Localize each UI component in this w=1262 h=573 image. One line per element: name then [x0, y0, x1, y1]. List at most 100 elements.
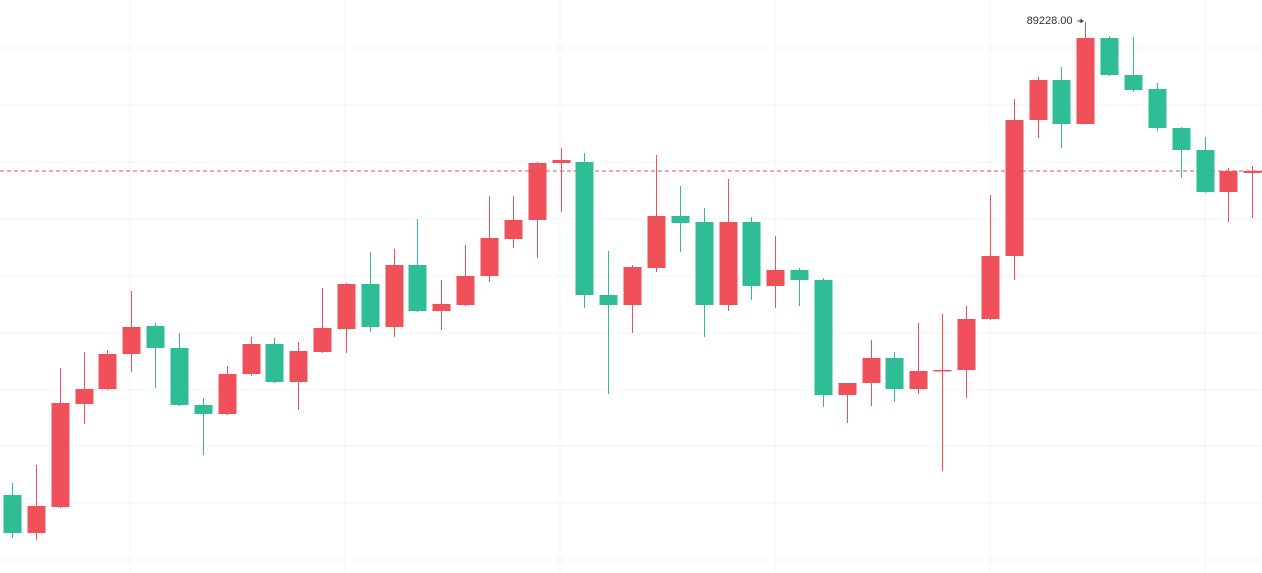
candle-body — [933, 370, 952, 372]
candle-body — [981, 256, 1000, 319]
high-label: 89228.00 — [1027, 15, 1073, 27]
candle — [981, 195, 1000, 320]
candle — [814, 278, 833, 407]
candle-body — [3, 495, 22, 533]
candle-body — [838, 383, 857, 395]
candle — [504, 196, 523, 248]
candle — [408, 219, 427, 312]
candle-body — [1243, 171, 1262, 173]
candle-body — [647, 216, 666, 268]
candle-body — [1196, 150, 1215, 192]
candle-body — [289, 351, 308, 382]
candle — [528, 162, 547, 258]
candle-body — [242, 344, 261, 374]
candle — [719, 179, 738, 311]
candle — [552, 148, 571, 212]
candle — [909, 323, 928, 394]
candle — [1148, 83, 1167, 131]
candle — [742, 217, 761, 300]
candle — [1172, 127, 1191, 178]
candle — [98, 350, 117, 390]
candle — [170, 333, 189, 406]
candle-body — [122, 327, 141, 354]
candle — [51, 368, 70, 508]
candle-body — [766, 270, 785, 286]
candle — [122, 291, 141, 372]
candle — [1005, 99, 1024, 280]
candle — [885, 352, 904, 402]
candle-body — [361, 284, 380, 327]
candle — [671, 186, 690, 252]
candle-body — [51, 403, 70, 507]
candle-body — [599, 295, 618, 305]
candle-body — [194, 405, 213, 414]
candle — [575, 153, 594, 308]
candle-body — [27, 506, 46, 533]
candle-body — [862, 358, 881, 383]
candle-body — [313, 328, 332, 352]
candle — [1029, 77, 1048, 138]
candle-body — [552, 160, 571, 163]
candle — [75, 352, 94, 424]
candle — [1076, 22, 1095, 124]
candle — [3, 483, 22, 538]
candle-body — [337, 284, 356, 329]
candle — [1100, 36, 1119, 76]
candle — [766, 236, 785, 308]
candle-body — [719, 222, 738, 305]
candle — [313, 288, 332, 353]
candle-body — [98, 354, 117, 389]
candle — [1124, 37, 1143, 92]
candle — [790, 268, 809, 306]
candle — [695, 208, 714, 337]
candle-body — [408, 265, 427, 311]
candle — [289, 342, 308, 410]
candle — [1052, 67, 1071, 148]
candle-body — [1172, 128, 1191, 150]
candle — [957, 306, 976, 398]
candle — [599, 251, 618, 394]
candle-body — [1124, 75, 1143, 90]
candle-body — [456, 276, 475, 305]
candle-body — [1052, 80, 1071, 124]
candle-body — [480, 238, 499, 276]
candle — [933, 314, 952, 471]
candle-body — [671, 216, 690, 223]
candle-body — [1219, 171, 1238, 192]
candle-body — [957, 319, 976, 370]
candle — [456, 245, 475, 306]
candle-body — [1100, 38, 1119, 75]
candle — [265, 338, 284, 383]
candle — [1243, 166, 1262, 218]
candle-body — [218, 374, 237, 414]
candle-body — [575, 162, 594, 295]
candle — [218, 366, 237, 415]
candle — [1196, 137, 1215, 193]
candle-body — [265, 344, 284, 382]
candle — [194, 398, 213, 455]
candle — [242, 337, 261, 376]
high-marker-arrow — [1080, 18, 1084, 24]
candle-body — [385, 265, 404, 327]
candle — [432, 280, 451, 330]
candle-body — [1029, 80, 1048, 120]
candle-body — [623, 267, 642, 305]
candle-body — [742, 222, 761, 286]
candle — [1219, 168, 1238, 222]
candle — [647, 155, 666, 272]
candle-body — [1076, 38, 1095, 124]
candle-body — [790, 270, 809, 280]
candle-body — [909, 371, 928, 389]
candle — [385, 249, 404, 337]
candle-body — [814, 280, 833, 395]
candle — [623, 265, 642, 333]
candle-body — [695, 222, 714, 305]
candle — [146, 323, 165, 388]
candle — [361, 252, 380, 332]
candle-body — [146, 326, 165, 348]
candle — [862, 340, 881, 406]
candle-body — [432, 304, 451, 311]
candle-body — [504, 220, 523, 239]
